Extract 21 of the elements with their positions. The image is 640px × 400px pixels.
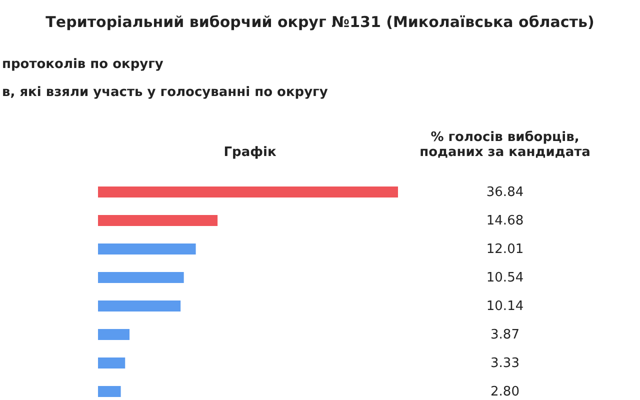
bar [98,358,126,368]
data-label: 2.80 [490,384,520,400]
text: % голосів виборців, поданих за кандидата [420,130,590,160]
bar [98,215,218,226]
data-label: 3.87 [490,328,520,342]
data-label: 3.33 [490,356,520,371]
chart-title: Територіальний виборчий округ №131 (Миколаївська область) [46,13,594,31]
text: в, які взяли участь у голосуванні по округу [2,85,328,100]
bar [98,300,181,312]
bar [98,329,130,340]
bar [98,244,196,254]
data-label: 14.68 [486,214,524,228]
data-label: 10.54 [486,270,524,286]
data-label: 36.84 [486,185,524,200]
bar [98,386,121,397]
x-axis-title: Графік [224,145,276,160]
bar [98,186,398,198]
text: протоколів по округу [2,57,164,72]
data-label: 10.14 [486,299,524,314]
bar [98,272,184,283]
data-label: 12.01 [486,242,524,257]
